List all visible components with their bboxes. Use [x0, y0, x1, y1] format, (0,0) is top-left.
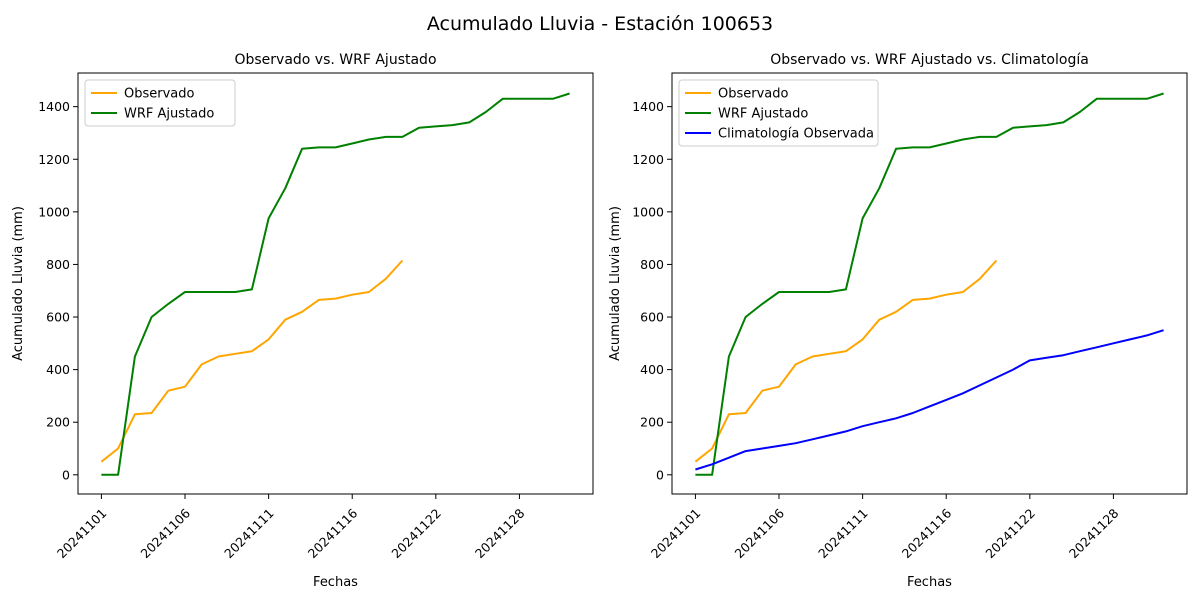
x-tick-label: 20241111 — [815, 506, 871, 562]
figure-title: Acumulado Lluvia - Estación 100653 — [427, 13, 773, 35]
x-tick-label: 20241111 — [221, 506, 277, 562]
right-chart: 0 200 400 600 800 1000 1200 1400 20241101 2024110… — [632, 72, 1188, 562]
line-observado — [100, 259, 404, 463]
left-y-axis-label: Acumulado Lluvia (mm) — [11, 206, 26, 361]
legend-label: Observado — [718, 87, 789, 102]
y-tick-label: 1400 — [632, 99, 664, 114]
y-tick-label: 600 — [640, 310, 664, 325]
legend-label: WRF Ajustado — [718, 107, 808, 122]
plot-border — [671, 72, 1188, 495]
y-tick-label: 1000 — [38, 204, 70, 219]
y-tick-label: 1200 — [632, 152, 664, 167]
x-tick-label: 20241128 — [1066, 505, 1122, 561]
right-chart-title: Observado vs. WRF Ajustado vs. Climatolo… — [770, 52, 1089, 68]
x-tick-label: 20241128 — [472, 505, 528, 561]
legend-label: Climatología Observada — [718, 127, 874, 142]
y-tick-label: 200 — [46, 415, 70, 430]
y-tick-label: 0 — [656, 467, 664, 482]
left-chart-title: Observado vs. WRF Ajustado — [234, 52, 436, 68]
y-tick-label: 800 — [46, 257, 70, 272]
x-tick-label: 20241122 — [388, 506, 444, 562]
legend-box — [84, 79, 236, 127]
y-tick-label: 400 — [46, 362, 70, 377]
y-tick-label: 1200 — [38, 152, 70, 167]
y-tick-label: 800 — [640, 257, 664, 272]
right-y-axis-label: Acumulado Lluvia (mm) — [608, 206, 623, 361]
line-wrf-ajustado — [101, 92, 570, 476]
x-tick-label: 20241106 — [732, 505, 788, 561]
line-wrf-ajustado — [695, 92, 1164, 476]
legend-label: Observado — [124, 87, 195, 102]
right-x-axis-label: Fechas — [907, 575, 952, 590]
x-tick-label: 20241106 — [138, 505, 194, 561]
x-tick-label: 20241116 — [899, 505, 955, 561]
y-tick-label: 1400 — [38, 99, 70, 114]
x-tick-label: 20241101 — [54, 506, 110, 562]
x-tick-label: 20241116 — [305, 505, 361, 561]
y-tick-label: 0 — [62, 467, 70, 482]
line-climatolog-a-observada — [695, 329, 1164, 471]
line-observado — [694, 259, 998, 463]
y-tick-label: 600 — [46, 310, 70, 325]
y-tick-label: 200 — [640, 415, 664, 430]
x-tick-label: 20241122 — [982, 506, 1038, 562]
legend-box — [678, 79, 879, 147]
plot-border — [77, 72, 594, 495]
left-x-axis-label: Fechas — [313, 575, 358, 590]
y-tick-label: 400 — [640, 362, 664, 377]
left-chart: 0 200 400 600 800 1000 1200 1400 20241101 2024110… — [38, 72, 594, 562]
y-tick-label: 1000 — [632, 204, 664, 219]
legend-label: WRF Ajustado — [124, 107, 214, 122]
x-tick-label: 20241101 — [648, 506, 704, 562]
